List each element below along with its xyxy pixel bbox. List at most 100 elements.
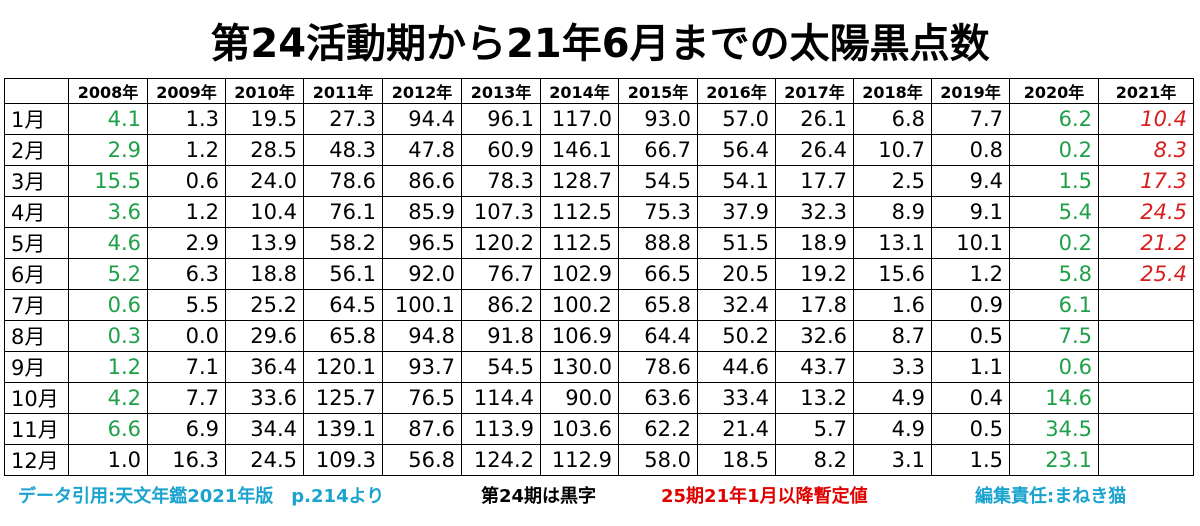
- value-cell: 4.9: [853, 413, 932, 445]
- value-cell: 0.6: [1009, 351, 1099, 383]
- column-header: 2015年: [618, 78, 698, 104]
- value-cell: 63.6: [618, 382, 698, 414]
- value-cell: 32.4: [697, 289, 776, 321]
- value-cell: 0.8: [931, 134, 1010, 166]
- value-cell: 0.9: [931, 289, 1010, 321]
- value-cell: 6.3: [147, 258, 226, 290]
- value-cell: 3.6: [68, 196, 148, 228]
- value-cell: 32.3: [775, 196, 854, 228]
- row-label: 6月: [4, 258, 69, 290]
- value-cell: 13.1: [853, 227, 932, 259]
- value-cell: 0.0: [147, 320, 226, 352]
- value-cell: 0.2: [1009, 134, 1099, 166]
- value-cell: 10.4: [1098, 103, 1194, 135]
- table-row: 6月 5.2 6.3 18.8 56.1 92.0 76.7 102.9 66.5 20.5 19.…: [4, 258, 1194, 290]
- header-row: 2008年 2009年 2010年 2011年 2012年 2013年 2014年 2015年…: [4, 78, 1194, 104]
- value-cell: 124.2: [461, 444, 541, 476]
- value-cell: 0.3: [68, 320, 148, 352]
- value-cell: 85.9: [382, 196, 462, 228]
- value-cell: 21.2: [1098, 227, 1194, 259]
- value-cell: 54.1: [697, 165, 776, 197]
- value-cell: 1.5: [1009, 165, 1099, 197]
- value-cell: 5.4: [1009, 196, 1099, 228]
- empty-cell: [1098, 320, 1194, 352]
- value-cell: 96.5: [382, 227, 462, 259]
- value-cell: 50.2: [697, 320, 776, 352]
- value-cell: 90.0: [540, 382, 619, 414]
- value-cell: 8.9: [853, 196, 932, 228]
- value-cell: 65.8: [618, 289, 698, 321]
- value-cell: 7.1: [147, 351, 226, 383]
- value-cell: 54.5: [618, 165, 698, 197]
- value-cell: 56.1: [303, 258, 383, 290]
- value-cell: 58.2: [303, 227, 383, 259]
- value-cell: 13.2: [775, 382, 854, 414]
- value-cell: 4.9: [853, 382, 932, 414]
- value-cell: 8.2: [775, 444, 854, 476]
- value-cell: 43.7: [775, 351, 854, 383]
- value-cell: 1.2: [931, 258, 1010, 290]
- source-note: データ引用:天文年鑑2021年版 p.214より: [18, 486, 385, 507]
- table-row: 1月 4.1 1.3 19.5 27.3 94.4 96.1 117.0 93.0 57.0 26.…: [4, 103, 1194, 135]
- value-cell: 57.0: [697, 103, 776, 135]
- value-cell: 0.6: [68, 289, 148, 321]
- value-cell: 32.6: [775, 320, 854, 352]
- value-cell: 29.6: [225, 320, 304, 352]
- value-cell: 28.5: [225, 134, 304, 166]
- value-cell: 4.1: [68, 103, 148, 135]
- value-cell: 58.0: [618, 444, 698, 476]
- value-cell: 112.9: [540, 444, 619, 476]
- value-cell: 100.2: [540, 289, 619, 321]
- value-cell: 1.1: [931, 351, 1010, 383]
- row-label: 10月: [4, 382, 69, 414]
- sunspot-table: 2008年 2009年 2010年 2011年 2012年 2013年 2014年 2015年…: [4, 78, 1194, 476]
- value-cell: 48.3: [303, 134, 383, 166]
- table-row: 4月 3.6 1.2 10.4 76.1 85.9 107.3 112.5 75.3 37.9 32…: [4, 196, 1194, 228]
- value-cell: 3.3: [853, 351, 932, 383]
- value-cell: 2.5: [853, 165, 932, 197]
- row-label: 5月: [4, 227, 69, 259]
- row-label: 1月: [4, 103, 69, 135]
- value-cell: 5.8: [1009, 258, 1099, 290]
- value-cell: 0.4: [931, 382, 1010, 414]
- value-cell: 130.0: [540, 351, 619, 383]
- note-black: 第24期は黒字: [481, 486, 597, 507]
- value-cell: 93.7: [382, 351, 462, 383]
- row-label: 3月: [4, 165, 69, 197]
- value-cell: 94.8: [382, 320, 462, 352]
- value-cell: 34.4: [225, 413, 304, 445]
- value-cell: 21.4: [697, 413, 776, 445]
- value-cell: 25.2: [225, 289, 304, 321]
- value-cell: 2.9: [68, 134, 148, 166]
- value-cell: 120.2: [461, 227, 541, 259]
- value-cell: 1.3: [147, 103, 226, 135]
- table-row: 10月 4.2 7.7 33.6 125.7 76.5 114.4 90.0 63.6 33.4 1…: [4, 382, 1194, 414]
- value-cell: 14.6: [1009, 382, 1099, 414]
- value-cell: 8.7: [853, 320, 932, 352]
- value-cell: 1.0: [68, 444, 148, 476]
- value-cell: 78.6: [618, 351, 698, 383]
- value-cell: 33.6: [225, 382, 304, 414]
- corner-cell: [4, 78, 69, 104]
- value-cell: 78.3: [461, 165, 541, 197]
- value-cell: 34.5: [1009, 413, 1099, 445]
- value-cell: 86.2: [461, 289, 541, 321]
- table-body: 1月 4.1 1.3 19.5 27.3 94.4 96.1 117.0 93.0 57.0 26.…: [4, 103, 1194, 476]
- value-cell: 0.6: [147, 165, 226, 197]
- row-label: 12月: [4, 444, 69, 476]
- row-label: 4月: [4, 196, 69, 228]
- value-cell: 87.6: [382, 413, 462, 445]
- value-cell: 1.2: [147, 196, 226, 228]
- title: 第24活動期から21年6月までの太陽黒点数: [210, 21, 990, 67]
- value-cell: 1.2: [147, 134, 226, 166]
- table-row: 8月 0.3 0.0 29.6 65.8 94.8 91.8 106.9 64.4 50.2 32.…: [4, 320, 1194, 352]
- value-cell: 0.5: [931, 320, 1010, 352]
- value-cell: 47.8: [382, 134, 462, 166]
- value-cell: 114.4: [461, 382, 541, 414]
- value-cell: 24.5: [225, 444, 304, 476]
- value-cell: 2.9: [147, 227, 226, 259]
- value-cell: 146.1: [540, 134, 619, 166]
- value-cell: 75.3: [618, 196, 698, 228]
- row-label: 11月: [4, 413, 69, 445]
- column-header: 2008年: [68, 78, 148, 104]
